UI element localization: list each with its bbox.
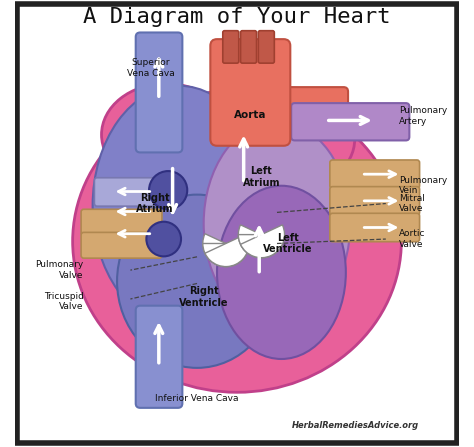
Text: Tricuspid
Valve: Tricuspid Valve [44, 291, 84, 311]
Wedge shape [238, 235, 284, 258]
Text: Left
Ventricle: Left Ventricle [264, 233, 313, 254]
FancyBboxPatch shape [268, 87, 348, 128]
Text: Pulmonary
Valve: Pulmonary Valve [36, 261, 84, 280]
Circle shape [149, 171, 187, 209]
Text: A Diagram of Your Heart: A Diagram of Your Heart [83, 7, 391, 27]
FancyBboxPatch shape [330, 213, 419, 242]
Text: Superior
Vena Cava: Superior Vena Cava [127, 58, 174, 78]
FancyBboxPatch shape [17, 4, 457, 443]
Ellipse shape [101, 84, 230, 186]
FancyBboxPatch shape [330, 187, 419, 215]
Text: Right
Ventricle: Right Ventricle [179, 286, 228, 308]
FancyBboxPatch shape [291, 103, 410, 140]
Wedge shape [203, 244, 249, 266]
Text: Pulmonary
Vein: Pulmonary Vein [399, 176, 447, 195]
Text: Aorta: Aorta [234, 110, 266, 120]
Text: Left
Atrium: Left Atrium [243, 166, 280, 188]
FancyBboxPatch shape [81, 232, 162, 258]
Wedge shape [203, 234, 247, 266]
Ellipse shape [204, 121, 350, 326]
Text: Aortic
Valve: Aortic Valve [399, 229, 426, 249]
Wedge shape [205, 234, 249, 266]
Ellipse shape [73, 90, 401, 392]
Text: Mitral
Valve: Mitral Valve [399, 194, 425, 213]
FancyBboxPatch shape [81, 209, 162, 235]
Ellipse shape [117, 194, 277, 368]
Circle shape [146, 222, 181, 257]
Text: Right
Atrium: Right Atrium [136, 193, 173, 214]
Wedge shape [238, 225, 283, 258]
FancyBboxPatch shape [240, 31, 256, 63]
Ellipse shape [226, 88, 355, 190]
FancyBboxPatch shape [330, 160, 419, 188]
FancyBboxPatch shape [223, 31, 239, 63]
FancyBboxPatch shape [136, 33, 182, 152]
FancyBboxPatch shape [210, 39, 290, 146]
Ellipse shape [217, 186, 346, 359]
FancyBboxPatch shape [94, 178, 157, 206]
Text: HerbalRemediesAdvice.org: HerbalRemediesAdvice.org [292, 421, 419, 430]
Ellipse shape [92, 86, 266, 326]
Text: Pulmonary
Artery: Pulmonary Artery [399, 106, 447, 126]
FancyBboxPatch shape [136, 306, 182, 408]
FancyBboxPatch shape [258, 31, 274, 63]
Wedge shape [240, 225, 284, 258]
Text: Inferior Vena Cava: Inferior Vena Cava [155, 394, 239, 404]
